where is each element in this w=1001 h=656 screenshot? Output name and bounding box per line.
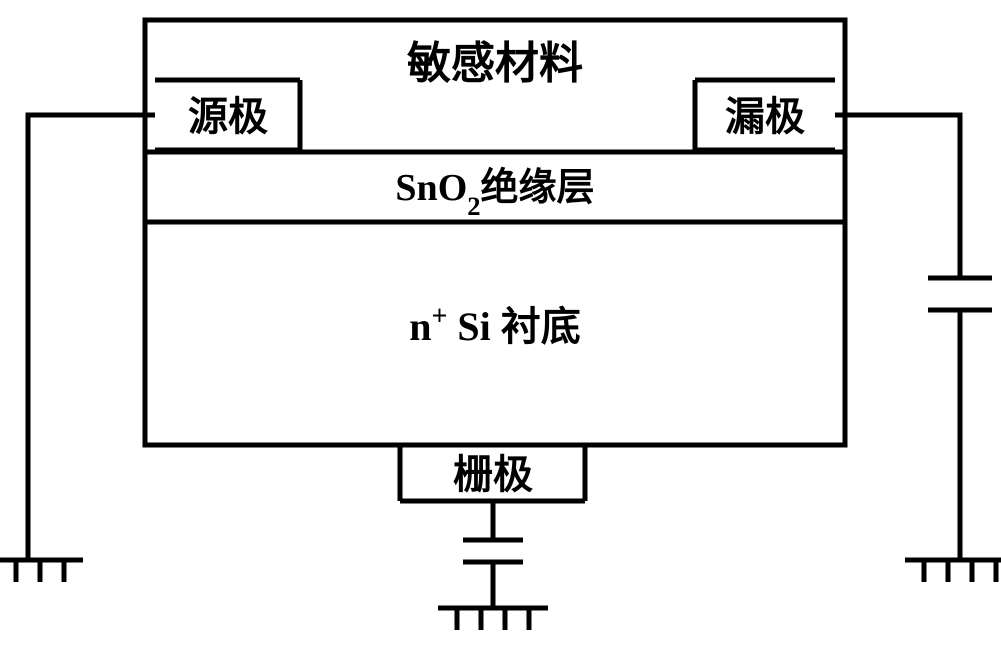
drain-label: 漏极 xyxy=(725,94,805,139)
gate-label: 栅极 xyxy=(453,452,533,497)
sensing-layer-label: 敏感材料 xyxy=(407,39,583,88)
source-label: 源极 xyxy=(188,94,268,139)
